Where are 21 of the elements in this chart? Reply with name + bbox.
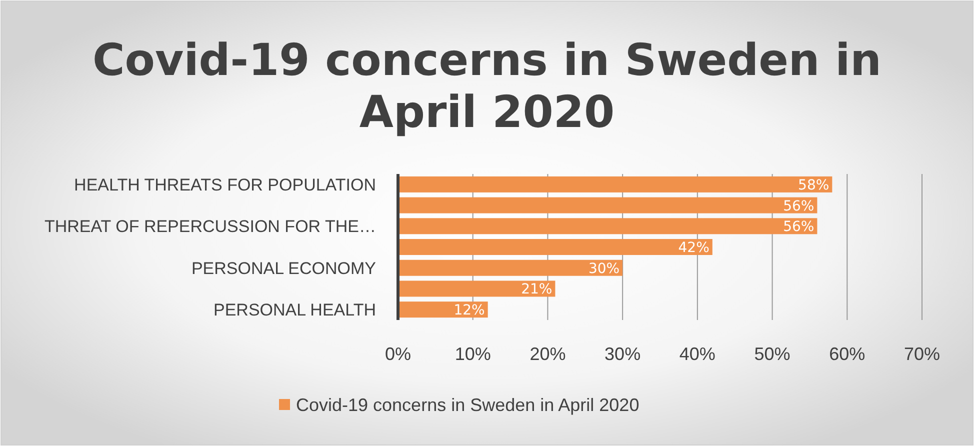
y-tick-label: PERSONAL HEALTH <box>214 300 376 320</box>
y-tick-label: HEALTH THREATS FOR POPULATION <box>74 175 376 194</box>
data-label: 30% <box>588 260 620 277</box>
data-label: 56% <box>783 198 814 214</box>
data-label: 42% <box>678 240 710 256</box>
data-label: 12% <box>454 302 485 319</box>
x-tick-label: 50% <box>754 344 790 364</box>
chart-title: Covid-19 concerns in Sweden in April 2020 <box>92 35 882 138</box>
legend-label: Covid-19 concerns in Sweden in April 2020 <box>296 395 640 415</box>
x-tick-label: 30% <box>604 344 641 364</box>
data-label: 21% <box>521 282 552 298</box>
x-tick-label: 10% <box>454 344 491 364</box>
x-tick-label: 20% <box>530 344 566 364</box>
y-tick-label: THREAT OF REPERCUSSION FOR THE… <box>44 217 376 236</box>
y-tick-label: PERSONAL ECONOMY <box>191 258 376 278</box>
x-tick-label: 0% <box>384 344 412 364</box>
x-tick-label: 60% <box>829 344 866 364</box>
data-label: 58% <box>798 177 830 194</box>
data-label: 56% <box>783 219 814 236</box>
x-tick-label: 40% <box>679 344 716 364</box>
x-tick-label: 70% <box>904 344 940 364</box>
